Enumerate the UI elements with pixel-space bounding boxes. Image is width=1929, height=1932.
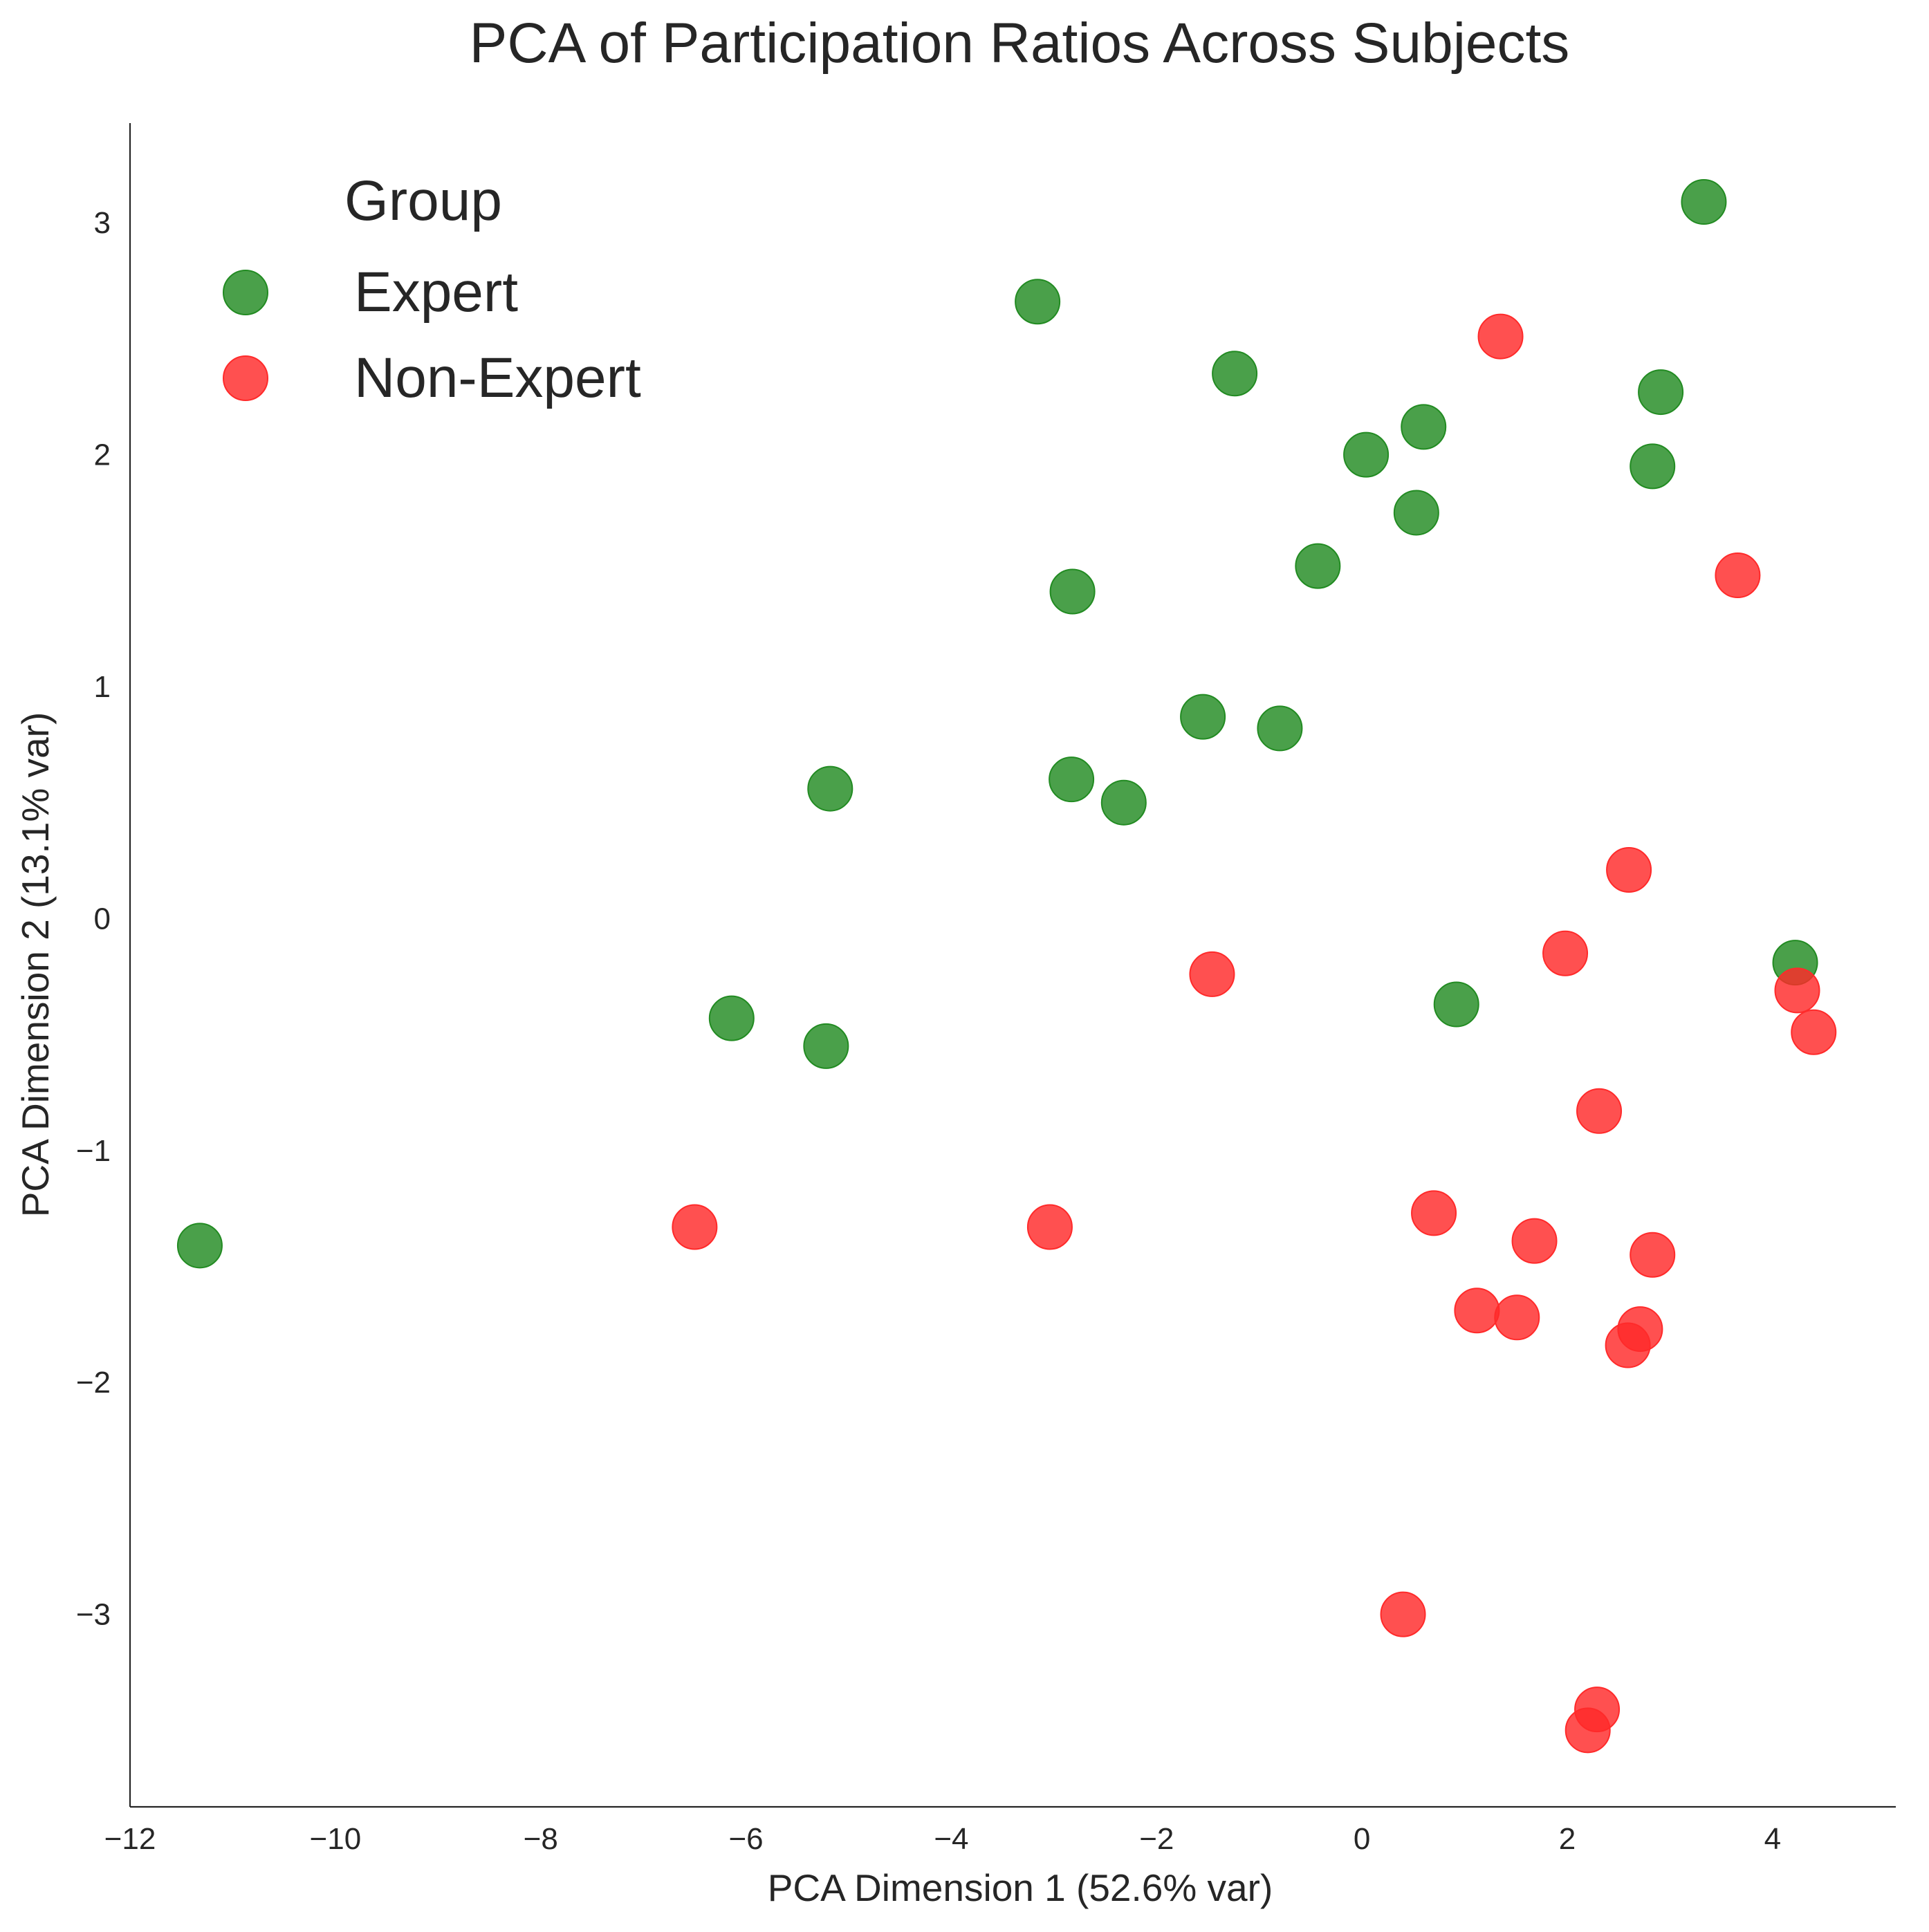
x-tick-label: 0	[1354, 1822, 1370, 1856]
data-point-expert	[1295, 543, 1341, 589]
data-point-expert	[1401, 404, 1447, 450]
y-tick-labels: −3 −2 −1 0 1 2 3	[76, 206, 111, 1631]
data-point-expert	[176, 1223, 223, 1269]
x-tick-label: −8	[524, 1822, 558, 1856]
x-tick-label: 2	[1559, 1822, 1576, 1856]
legend-marker-expert	[223, 270, 268, 315]
legend-label-expert: Expert	[354, 261, 518, 324]
data-point-expert	[1638, 369, 1684, 416]
x-tick-label: −6	[728, 1822, 763, 1856]
data-point-expert	[1681, 179, 1727, 225]
y-tick-label: −3	[76, 1598, 111, 1632]
data-point-non-expert	[1411, 1190, 1457, 1236]
data-point-non-expert	[1791, 1009, 1837, 1055]
data-point-non-expert	[1715, 552, 1761, 599]
legend: Group Expert Non-Expert	[223, 169, 641, 409]
x-tick-label: −12	[104, 1822, 156, 1856]
data-point-expert	[1433, 981, 1479, 1028]
chart-title: PCA of Participation Ratios Across Subje…	[470, 12, 1570, 75]
x-axis-label: PCA Dimension 1 (52.6% var)	[768, 1866, 1273, 1909]
x-tick-label: −10	[310, 1822, 362, 1856]
x-tick-labels: −12 −10 −8 −6 −4 −2 0 2 4	[104, 1822, 1781, 1856]
data-point-expert	[1343, 431, 1390, 478]
x-tick-label: 4	[1764, 1822, 1781, 1856]
data-point-non-expert	[1576, 1088, 1623, 1134]
data-point-non-expert	[1542, 930, 1589, 976]
x-tick-label: −4	[934, 1822, 968, 1856]
data-point-expert	[1180, 694, 1226, 740]
data-point-non-expert	[672, 1204, 718, 1250]
data-point-expert	[1630, 443, 1676, 490]
axes	[129, 123, 1896, 1808]
data-point-non-expert	[1630, 1232, 1676, 1278]
data-point-expert	[1049, 568, 1096, 615]
x-tick-label: −2	[1139, 1822, 1174, 1856]
data-point-non-expert	[1606, 846, 1652, 893]
legend-label-non-expert: Non-Expert	[354, 346, 641, 409]
data-point-non-expert	[1774, 967, 1820, 1014]
data-point-expert	[1257, 705, 1303, 752]
data-point-expert	[1393, 490, 1439, 536]
data-point-non-expert	[1380, 1591, 1426, 1637]
data-point-expert	[807, 765, 853, 812]
y-tick-label: 0	[94, 902, 111, 936]
data-point-expert	[1015, 279, 1061, 325]
y-tick-label: 1	[94, 670, 111, 704]
y-tick-label: 3	[94, 206, 111, 240]
data-point-non-expert	[1454, 1288, 1500, 1334]
data-point-non-expert	[1605, 1322, 1651, 1368]
y-tick-label: −2	[76, 1366, 111, 1400]
data-point-expert	[1100, 779, 1147, 826]
data-point-non-expert	[1511, 1218, 1558, 1264]
data-point-expert	[1212, 351, 1258, 397]
data-points	[176, 179, 1837, 1754]
data-point-non-expert	[1494, 1294, 1540, 1341]
y-axis-label: PCA Dimension 2 (13.1% var)	[14, 712, 57, 1218]
data-point-non-expert	[1565, 1707, 1611, 1754]
legend-title: Group	[344, 169, 502, 232]
data-point-expert	[708, 995, 755, 1041]
y-tick-label: −1	[76, 1134, 111, 1168]
data-point-non-expert	[1477, 313, 1524, 360]
data-point-expert	[803, 1023, 849, 1069]
y-tick-label: 2	[94, 438, 111, 472]
data-point-non-expert	[1189, 951, 1235, 997]
data-point-expert	[1049, 756, 1095, 803]
data-point-non-expert	[1026, 1204, 1073, 1250]
legend-marker-non-expert	[223, 355, 268, 401]
